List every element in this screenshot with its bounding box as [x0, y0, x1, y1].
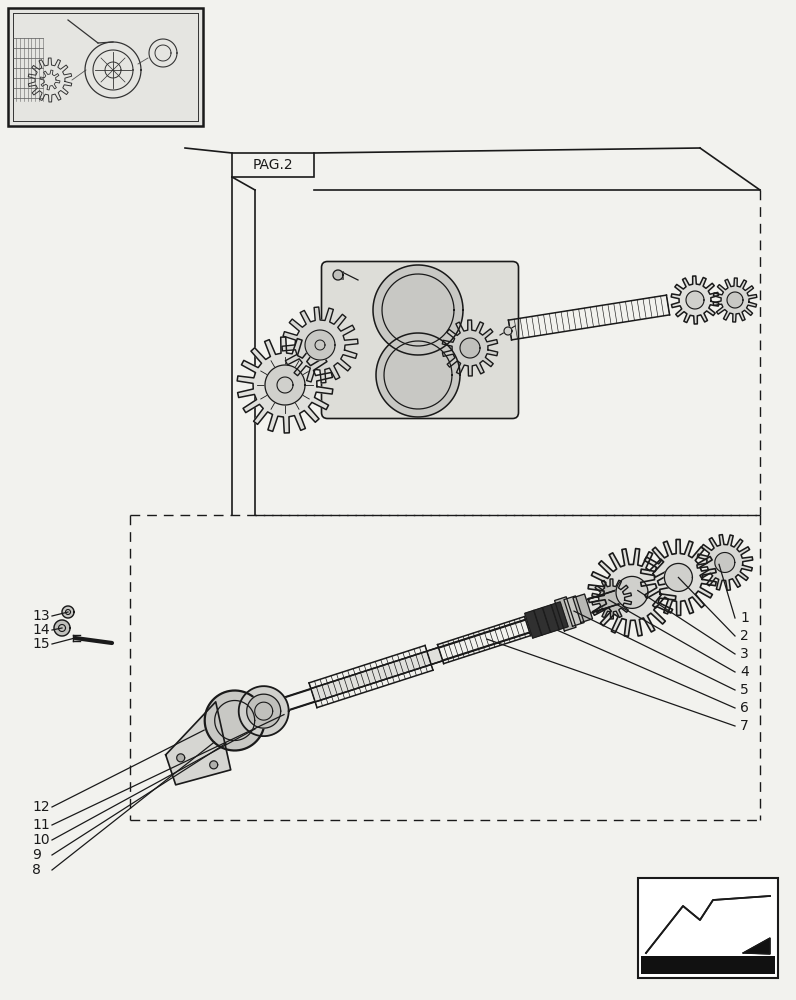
Polygon shape [177, 754, 185, 762]
Text: 11: 11 [32, 818, 49, 832]
Polygon shape [551, 602, 568, 630]
Text: 3: 3 [740, 647, 749, 661]
Polygon shape [525, 610, 542, 638]
Polygon shape [715, 552, 735, 572]
Polygon shape [542, 605, 560, 632]
Polygon shape [376, 333, 460, 417]
Text: 5: 5 [740, 683, 749, 697]
Text: PAG.2: PAG.2 [252, 158, 293, 172]
Polygon shape [697, 535, 753, 590]
Polygon shape [504, 327, 512, 335]
Polygon shape [555, 597, 576, 631]
Polygon shape [237, 337, 333, 433]
Polygon shape [525, 586, 634, 633]
Polygon shape [333, 270, 343, 280]
Bar [232, 153, 314, 177]
Polygon shape [239, 686, 289, 736]
Text: 13: 13 [32, 609, 49, 623]
Polygon shape [54, 620, 70, 636]
Polygon shape [588, 549, 676, 636]
Polygon shape [460, 338, 480, 358]
Bar [641, 956, 775, 974]
Text: 1: 1 [740, 611, 749, 625]
Text: 10: 10 [32, 833, 49, 847]
Polygon shape [443, 320, 498, 376]
Bar [638, 878, 778, 978]
Polygon shape [62, 606, 74, 618]
Polygon shape [665, 563, 693, 591]
Polygon shape [641, 539, 716, 615]
Polygon shape [713, 278, 757, 322]
Polygon shape [247, 694, 281, 728]
Text: 15: 15 [32, 637, 49, 651]
Polygon shape [743, 938, 770, 954]
Polygon shape [265, 365, 305, 405]
Text: 2: 2 [740, 629, 749, 643]
Polygon shape [166, 702, 231, 785]
Polygon shape [686, 291, 704, 309]
Text: 7: 7 [740, 719, 749, 733]
Polygon shape [311, 647, 443, 702]
Polygon shape [573, 594, 592, 623]
Polygon shape [209, 761, 217, 769]
Text: 8: 8 [32, 863, 41, 877]
Polygon shape [373, 265, 463, 355]
Polygon shape [282, 307, 358, 383]
Polygon shape [305, 330, 335, 360]
Text: 6: 6 [740, 701, 749, 715]
Polygon shape [564, 596, 584, 626]
Polygon shape [533, 608, 551, 635]
Text: 9: 9 [32, 848, 41, 862]
Bar [8, 8, 203, 126]
Polygon shape [727, 292, 743, 308]
Polygon shape [616, 576, 648, 608]
Polygon shape [643, 883, 773, 954]
Text: 14: 14 [32, 623, 49, 637]
Polygon shape [592, 579, 631, 619]
FancyBboxPatch shape [322, 261, 518, 418]
Text: 12: 12 [32, 800, 49, 814]
Text: 4: 4 [740, 665, 749, 679]
Polygon shape [205, 690, 265, 750]
Polygon shape [671, 276, 719, 324]
